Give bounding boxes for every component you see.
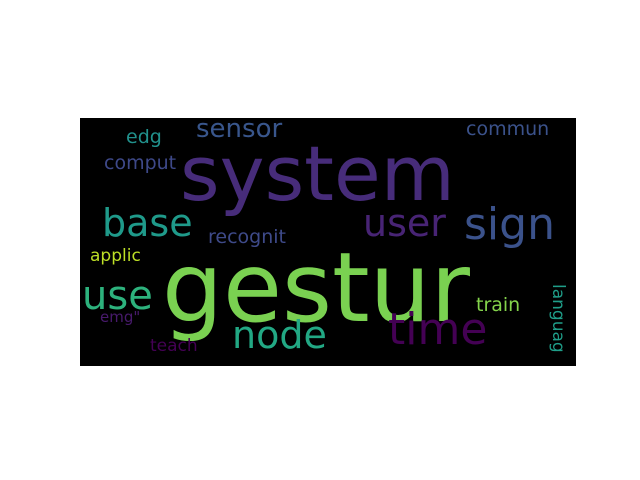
word-base: base xyxy=(102,201,193,245)
word-comput: comput xyxy=(104,152,177,174)
word-time: time xyxy=(388,304,488,355)
word-teach: teach xyxy=(150,336,198,356)
word-sensor: sensor xyxy=(196,118,283,144)
word-commun: commun xyxy=(466,118,550,140)
word-train: train xyxy=(476,294,521,316)
word-system: system xyxy=(180,129,455,218)
word-recognit: recognit xyxy=(208,226,286,248)
word-applic: applic xyxy=(90,246,141,266)
word-sign: sign xyxy=(464,199,555,250)
word-gestur: gestur xyxy=(162,232,470,344)
word-cloud: system gestur time sign user node base u… xyxy=(80,118,576,366)
word-emg: emg" xyxy=(100,308,141,326)
word-use: use xyxy=(82,273,153,319)
word-node: node xyxy=(232,313,327,357)
word-edg: edg xyxy=(126,126,162,148)
word-user: user xyxy=(363,201,446,245)
word-languag: languag xyxy=(548,284,568,353)
